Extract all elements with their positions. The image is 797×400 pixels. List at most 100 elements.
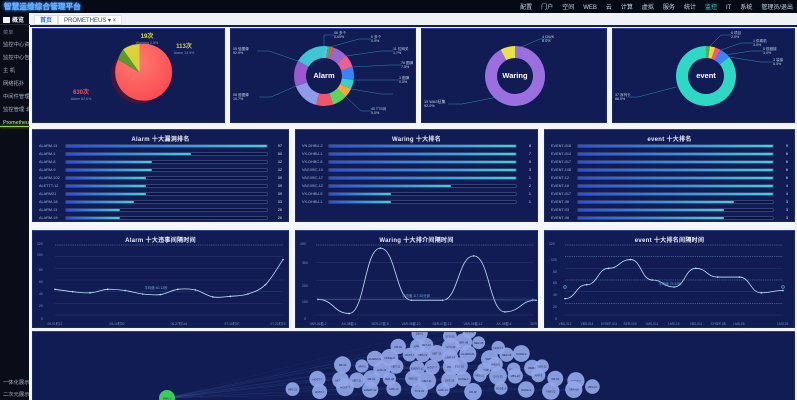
svg-text:SER-08: SER-08 (569, 388, 579, 392)
svg-text:APP-5: APP-5 (358, 364, 366, 368)
svg-text:SYS-33: SYS-33 (455, 364, 465, 368)
svg-text:EVENT-12: EVENT-12 (411, 367, 424, 371)
svg-text:ALARM-01: ALARM-01 (368, 357, 382, 361)
svg-text:07-22时19: 07-22时19 (271, 321, 286, 326)
svg-text:WEB-3: WEB-3 (491, 363, 500, 367)
svg-text:06-27时144: 06-27时144 (171, 321, 188, 326)
svg-text:SYS-33: SYS-33 (445, 378, 455, 382)
svg-text:60: 60 (553, 281, 557, 285)
svg-text:80: 80 (553, 270, 557, 274)
svg-text:HOST-7: HOST-7 (340, 386, 350, 390)
svg-text:NODE-9: NODE-9 (458, 377, 469, 381)
svg-text:SYSEF-08: SYSEF-08 (710, 322, 725, 326)
svg-text:LMS-14: LMS-14 (377, 368, 387, 372)
svg-text:60: 60 (39, 280, 43, 284)
svg-text:0.5%: 0.5% (399, 80, 408, 84)
svg-text:AX-08套-4: AX-08套-4 (497, 321, 512, 326)
svg-text:3.0%: 3.0% (753, 43, 762, 47)
svg-text:VAR-06套-10: VAR-06套-10 (402, 321, 421, 326)
svg-text:NET-21: NET-21 (423, 379, 433, 383)
svg-text:120: 120 (37, 242, 43, 246)
svg-text:100: 100 (551, 258, 557, 262)
svg-text:VAR-06套-12: VAR-06套-12 (464, 321, 483, 326)
svg-text:NODE-9: NODE-9 (385, 356, 396, 360)
svg-text:630次: 630次 (73, 88, 89, 96)
svg-text:NET-21: NET-21 (422, 343, 432, 347)
svg-text:0: 0 (41, 317, 43, 321)
svg-text:100: 100 (302, 300, 308, 304)
svg-text:SER-08: SER-08 (502, 353, 512, 357)
svg-text:SYS-33: SYS-33 (415, 389, 425, 393)
svg-text:0.69%: 0.69% (334, 35, 345, 39)
svg-text:VAR-06套-2: VAR-06套-2 (310, 321, 327, 326)
svg-text:40: 40 (39, 292, 43, 296)
svg-text:NMS-1: NMS-1 (163, 396, 172, 400)
svg-text:VBS-22: VBS-22 (475, 374, 485, 378)
svg-text:VBS-012: VBS-012 (559, 322, 572, 326)
svg-text:SER-08: SER-08 (474, 341, 484, 345)
svg-text:LMS-14: LMS-14 (438, 388, 448, 392)
svg-text:VBS-22: VBS-22 (408, 377, 418, 381)
svg-text:LMS-15: LMS-15 (668, 322, 679, 326)
svg-text:VBS-22: VBS-22 (588, 385, 598, 389)
svg-text:HOST-7: HOST-7 (405, 353, 415, 357)
svg-text:NODE-9: NODE-9 (521, 388, 532, 392)
svg-text:06-01时12: 06-01时12 (48, 321, 63, 326)
svg-text:SER-08: SER-08 (385, 377, 395, 381)
svg-text:20: 20 (39, 304, 43, 308)
svg-text:2.0%: 2.0% (731, 35, 740, 39)
svg-text:HOST-7: HOST-7 (313, 377, 323, 381)
svg-text:100: 100 (37, 253, 43, 257)
svg-text:VBS-22: VBS-22 (418, 353, 428, 357)
svg-text:平均值 40.12秒: 平均值 40.12秒 (145, 285, 169, 290)
svg-text:8.0%: 8.0% (542, 39, 551, 43)
svg-text:DB-02: DB-02 (416, 332, 424, 336)
svg-text:NET-21: NET-21 (391, 365, 401, 369)
svg-text:DB-02: DB-02 (551, 377, 559, 381)
svg-text:0: 0 (304, 317, 306, 321)
svg-text:SER-07: SER-07 (530, 322, 538, 326)
svg-text:92.0%: 92.0% (424, 104, 435, 108)
svg-text:10.7%: 10.7% (233, 97, 244, 101)
svg-text:Alarm 14.9%: Alarm 14.9% (174, 51, 195, 55)
svg-text:113次: 113次 (176, 42, 192, 50)
svg-text:120: 120 (549, 242, 555, 246)
svg-text:LMS-011: LMS-011 (646, 322, 659, 326)
svg-text:VBS-014: VBS-014 (581, 322, 594, 326)
svg-text:NODE-9: NODE-9 (516, 352, 527, 356)
svg-text:LMS-14: LMS-14 (389, 387, 399, 391)
svg-text:LMS-05: LMS-05 (733, 322, 744, 326)
svg-text:SYS-33: SYS-33 (493, 374, 503, 378)
svg-text:AX-08套-1: AX-08套-1 (342, 321, 357, 326)
svg-text:VBS-22: VBS-22 (511, 374, 521, 378)
svg-text:1.7%: 1.7% (393, 51, 402, 55)
svg-text:Warning 2.5%: Warning 2.5% (136, 41, 159, 45)
svg-text:VBS-22: VBS-22 (537, 365, 547, 369)
svg-text:SYSEF-011: SYSEF-011 (601, 322, 618, 326)
svg-text:20: 20 (553, 305, 557, 309)
svg-text:平均值 75.52秒: 平均值 75.52秒 (659, 281, 683, 286)
svg-text:VBS-22: VBS-22 (546, 389, 556, 393)
svg-text:0.9%: 0.9% (371, 39, 380, 43)
svg-text:平均值 117.52分钟: 平均值 117.52分钟 (402, 293, 431, 298)
svg-text:19次: 19次 (141, 32, 154, 40)
svg-text:40: 40 (553, 293, 557, 297)
svg-text:7.5%: 7.5% (401, 65, 410, 69)
svg-text:DB-02: DB-02 (368, 377, 376, 381)
svg-text:300: 300 (302, 261, 308, 265)
svg-text:SER-07套-8: SER-07套-8 (371, 321, 388, 326)
svg-text:450: 450 (300, 242, 306, 246)
svg-text:event: event (696, 71, 716, 80)
svg-text:APP-5: APP-5 (535, 374, 543, 378)
svg-text:EVENT-12: EVENT-12 (364, 388, 377, 392)
svg-text:Waring: Waring (502, 71, 528, 80)
svg-text:0: 0 (555, 317, 557, 321)
svg-text:NET-21: NET-21 (352, 379, 362, 383)
svg-text:DB-02: DB-02 (339, 363, 347, 367)
svg-text:07-10时07: 07-10时07 (225, 321, 240, 326)
svg-text:SER-08: SER-08 (459, 340, 469, 344)
svg-text:SYS-33: SYS-33 (445, 334, 455, 338)
svg-text:ALARM-01: ALARM-01 (461, 352, 475, 356)
svg-text:NODE-9: NODE-9 (496, 386, 507, 390)
svg-text:NET-21: NET-21 (432, 352, 442, 356)
